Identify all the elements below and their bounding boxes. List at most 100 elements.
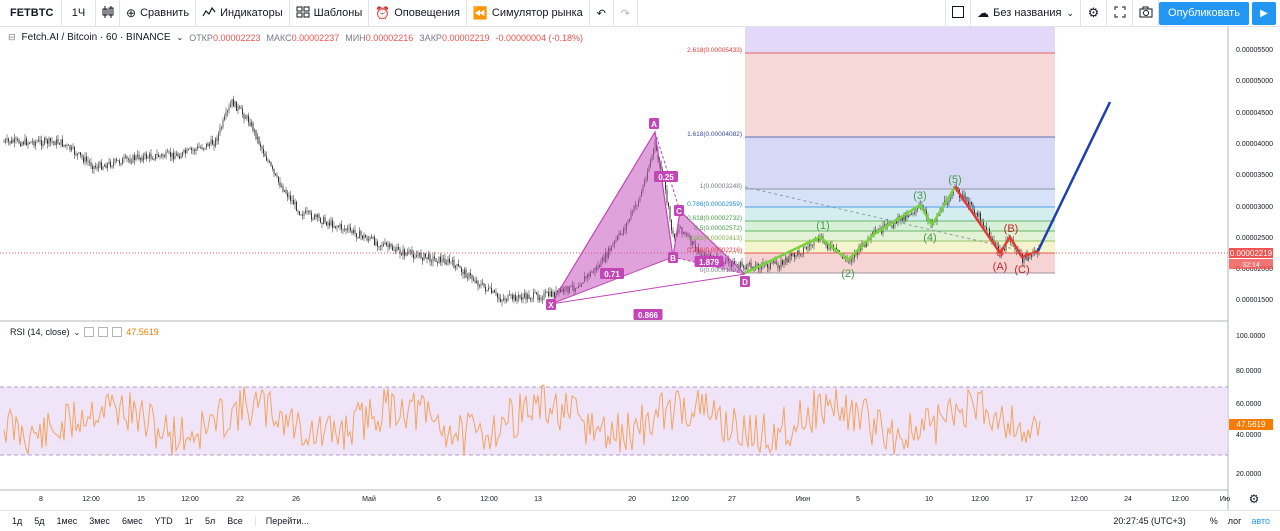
undo-button[interactable]: ↶ [590, 0, 614, 27]
candle-body [285, 190, 287, 194]
compare-button[interactable]: ⊕ Сравнить [120, 0, 197, 27]
candle-body [995, 243, 996, 244]
clock[interactable]: 20:27:45 (UTC+3) [1113, 516, 1186, 526]
candle-body [24, 138, 26, 145]
candle-body [372, 236, 374, 239]
publish-button[interactable]: Опубликовать [1159, 1, 1249, 25]
rsi-line[interactable] [3, 384, 1041, 456]
candle-body [237, 106, 239, 111]
auto-toggle[interactable]: авто [1251, 516, 1270, 526]
alerts-button[interactable]: ⏰ Оповещения [369, 0, 467, 27]
settings-icon[interactable] [98, 327, 109, 337]
templates-button[interactable]: Шаблоны [290, 0, 370, 27]
candle-body [89, 161, 90, 163]
eye-icon[interactable] [84, 327, 95, 337]
candle-body [167, 151, 168, 153]
time-axis[interactable]: 8 12:00 15 12:00 22 26 Май 6 12:00 13 20 12:00 27 Июн… [39, 495, 1230, 503]
percent-toggle[interactable]: % [1209, 516, 1218, 526]
candle-body [519, 295, 521, 298]
rsi-tag [1229, 419, 1273, 430]
trend-dashed-line[interactable] [744, 186, 1041, 256]
range-5d[interactable]: 5д [34, 516, 45, 526]
chart-style-button[interactable] [96, 0, 120, 27]
replay-button[interactable]: ⏪ Симулятор рынка [467, 0, 590, 27]
chevron-down-icon[interactable]: ⌄ [176, 33, 184, 42]
range-6m[interactable]: 6мес [121, 516, 143, 526]
snapshot-button[interactable] [1133, 0, 1159, 27]
range-ytd[interactable]: YTD [154, 516, 173, 526]
candle-body [315, 214, 317, 218]
candle-body [302, 214, 303, 216]
countdown-tag [1229, 259, 1273, 269]
settings-button[interactable]: ⚙ [1081, 0, 1107, 27]
candle-body [986, 226, 987, 230]
candle-body [524, 293, 525, 297]
indicators-button[interactable]: Индикаторы [196, 0, 290, 27]
candle-body [221, 127, 222, 129]
chevron-down-icon[interactable]: ⌄ [73, 327, 81, 337]
candle-body [734, 261, 735, 265]
impulse-wave-line[interactable] [744, 186, 957, 275]
rsi-axis[interactable]: 100.0000 80.0000 60.0000 40.0000 20.0000 [1236, 333, 1265, 478]
close-icon[interactable] [112, 327, 123, 337]
fib-zone [745, 241, 1055, 253]
candle-body [957, 187, 959, 190]
candle-body [200, 147, 201, 149]
fib-extension[interactable] [745, 27, 1055, 273]
symbol-title[interactable]: Fetch.AI / Bitcoin · 60 · BINANCE [21, 32, 171, 43]
range-1y[interactable]: 1г [184, 516, 193, 526]
plus-circle-icon: ⊕ [126, 6, 137, 20]
candle-body [462, 271, 464, 275]
candle-body [392, 246, 393, 251]
collapse-icon[interactable]: ⊟ [8, 32, 16, 42]
candle-body [267, 160, 269, 162]
rsi-label[interactable]: RSI (14, close) [10, 327, 70, 337]
candle-body [668, 202, 669, 207]
candle-body [324, 217, 326, 223]
fullscreen-button[interactable] [1107, 0, 1133, 27]
candle-body [545, 292, 546, 294]
goto-date-button[interactable]: Перейти... [254, 516, 315, 526]
price-axis[interactable]: 0.00005500 0.00005000 0.00004500 0.00004000… [1236, 47, 1273, 304]
candle-body [1004, 248, 1005, 251]
pattern-diag [550, 256, 674, 305]
candle-body [395, 250, 396, 252]
candle-body [884, 224, 885, 226]
range-1m[interactable]: 1мес [56, 516, 78, 526]
candle-body [504, 298, 506, 301]
candle-body [992, 238, 993, 240]
time-axis-label: 10 [925, 496, 933, 503]
play-button[interactable]: ▶ [1252, 1, 1276, 25]
candle-body [948, 200, 950, 204]
projection-line[interactable] [1036, 101, 1112, 252]
candle-body [369, 237, 371, 240]
interval-button[interactable]: 1Ч [62, 0, 96, 27]
candle-body [342, 229, 344, 231]
candle-body [492, 290, 494, 293]
redo-button[interactable]: ↷ [614, 0, 638, 27]
range-5y[interactable]: 5л [204, 516, 216, 526]
range-1d[interactable]: 1д [12, 516, 23, 526]
multi-layout-button[interactable] [945, 0, 972, 27]
layout-name-button[interactable]: ☁ Без названия ⌄ [971, 0, 1081, 27]
gear-icon[interactable]: ⚙ [1249, 492, 1260, 506]
candle-body [122, 158, 123, 165]
candle-body [539, 297, 540, 300]
range-3m[interactable]: 3мес [89, 516, 110, 526]
log-toggle[interactable]: лог [1227, 516, 1242, 526]
candle-body [437, 261, 438, 263]
symbol-search-button[interactable]: FETBTC [0, 0, 62, 27]
price-chart[interactable]: 2.618(0.00005433) 1.618(0.00004082) 1(0.00… [0, 27, 1280, 510]
candle-body [102, 166, 104, 170]
candle-body [489, 287, 491, 289]
range-all[interactable]: Все [227, 516, 243, 526]
candles-series[interactable] [3, 95, 1040, 307]
candle-body [216, 138, 218, 141]
candle-body [171, 152, 173, 157]
candle-body [665, 180, 666, 190]
candle-body [738, 264, 740, 269]
impulse-wave-label: (3) [913, 190, 926, 202]
xabcd-pattern[interactable] [550, 130, 746, 305]
correction-wave-line[interactable] [953, 186, 1039, 259]
price-axis-label: 0.00004500 [1236, 110, 1273, 117]
